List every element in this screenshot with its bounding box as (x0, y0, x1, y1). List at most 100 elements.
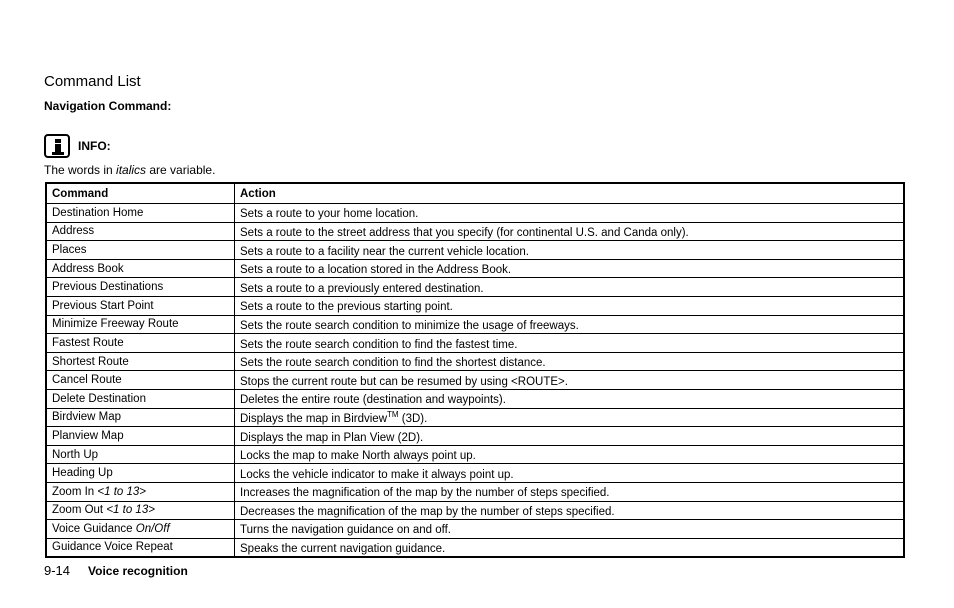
action-cell: Sets a route to the previous starting po… (234, 295, 905, 316)
action-text: Displays the map in Birdview (240, 412, 388, 425)
table-row: Delete Destination Deletes the entire rou… (45, 388, 905, 409)
command-text: Guidance Voice Repeat (52, 541, 173, 554)
action-cell: Displays the map in BirdviewTM (3D). (234, 407, 905, 428)
action-text: Increases the magnification of the map b… (240, 487, 610, 500)
action-cell: Sets a route to a location stored in the… (234, 258, 905, 279)
header-command: Command (45, 182, 235, 204)
command-cell: Heading Up (45, 463, 235, 483)
action-cell: Displays the map in Plan View (2D). (234, 426, 905, 446)
action-text: Locks the map to make North always point… (240, 449, 476, 462)
action-cell: Sets a route to your home location. (234, 203, 905, 223)
action-text: Sets the route search condition to find … (240, 338, 518, 351)
command-cell: Cancel Route (45, 370, 235, 390)
action-text: Turns the navigation guidance on and off… (240, 524, 451, 537)
command-text: Places (52, 243, 87, 256)
action-text: Sets a route to the previous starting po… (240, 301, 453, 314)
command-cell: Zoom In <1 to 13> (45, 481, 235, 502)
command-text: Address Book (52, 262, 124, 275)
action-text: Sets a route to the street address that … (240, 226, 689, 239)
command-text: Zoom Out (52, 504, 107, 517)
command-cell: Destination Home (45, 203, 235, 223)
page-number: 9-14 (44, 563, 71, 578)
action-cell: Locks the map to make North always point… (234, 444, 905, 465)
action-cell: Sets a route to the street address that … (234, 221, 905, 242)
command-cell: Minimize Freeway Route (45, 314, 235, 335)
table-row: Address Book Sets a route to a location s… (45, 258, 905, 279)
table-row: Shortest Route Sets the route search cond… (45, 351, 905, 372)
command-text: Birdview Map (52, 411, 122, 424)
action-cell: Speaks the current navigation guidance. (234, 537, 905, 558)
command-cell: Guidance Voice Repeat (45, 537, 235, 558)
action-cell: Sets the route search condition to find … (234, 351, 905, 372)
info-icon (44, 134, 70, 158)
command-text: North Up (52, 448, 99, 461)
command-cell: Voice Guidance On/Off (45, 519, 235, 539)
command-cell: North Up (45, 444, 235, 465)
command-variable: <1 to 13> (97, 485, 146, 498)
info-text-start: The words in (44, 163, 117, 177)
table-row: Birdview Map Displays the map in Birdview… (45, 407, 905, 428)
table-row: Cancel Route Stops the current route but … (45, 370, 905, 390)
table-row: Previous Start Point Sets a route to the … (45, 295, 905, 316)
action-cell: Sets the route search condition to minim… (234, 314, 905, 335)
navigation-command-heading: Navigation Command: (44, 99, 172, 113)
command-cell: Zoom Out <1 to 13> (45, 500, 235, 521)
command-cell: Planview Map (45, 426, 235, 446)
action-text-end: (3D). (398, 412, 428, 425)
header-action: Action (234, 182, 905, 204)
info-label: INFO: (78, 139, 111, 153)
action-text: Deletes the entire route (destination an… (240, 394, 506, 407)
command-variable: On/Off (135, 522, 170, 535)
action-text: Sets a route to a location stored in the… (240, 263, 512, 276)
command-text: Cancel Route (52, 374, 122, 387)
action-cell: Stops the current route but can be resum… (234, 370, 905, 390)
command-cell: Shortest Route (45, 351, 235, 372)
command-text: Previous Start Point (52, 299, 154, 312)
info-text: The words in italics are variable. (44, 163, 215, 177)
table-row: Voice Guidance On/Off Turns the navigatio… (45, 519, 905, 539)
footer-section-title: Voice recognition (88, 564, 188, 578)
command-cell: Address (45, 221, 235, 242)
command-text: Destination Home (52, 206, 144, 219)
action-cell: Locks the vehicle indicator to make it a… (234, 463, 905, 483)
command-text: Fastest Route (52, 336, 124, 349)
action-superscript: TM (387, 409, 399, 419)
command-cell: Places (45, 240, 235, 260)
action-text: Stops the current route but can be resum… (240, 375, 568, 388)
command-cell: Fastest Route (45, 333, 235, 353)
table-row: Destination Home Sets a route to your hom… (45, 203, 905, 223)
command-table: Command Action Destination Home Sets a ro… (45, 182, 905, 559)
action-cell: Deletes the entire route (destination an… (234, 388, 905, 409)
table-header-row: Command Action (45, 182, 905, 204)
action-cell: Sets a route to a previously entered des… (234, 277, 905, 297)
command-text: Planview Map (52, 429, 124, 442)
action-cell: Sets a route to a facility near the curr… (234, 240, 905, 260)
command-cell: Birdview Map (45, 407, 235, 428)
action-cell: Turns the navigation guidance on and off… (234, 519, 905, 539)
table-row: Places Sets a route to a facility near th… (45, 240, 905, 260)
action-text: Decreases the magnification of the map b… (240, 505, 615, 518)
action-cell: Increases the magnification of the map b… (234, 481, 905, 502)
action-cell: Decreases the magnification of the map b… (234, 500, 905, 521)
table-row: Fastest Route Sets the route search condi… (45, 333, 905, 353)
table-row: North Up Locks the map to make North alwa… (45, 444, 905, 465)
action-text: Sets a route to a facility near the curr… (240, 245, 529, 258)
command-cell: Previous Start Point (45, 295, 235, 316)
table-row: Previous Destinations Sets a route to a p… (45, 277, 905, 297)
action-text: Sets a route to a previously entered des… (240, 282, 484, 295)
command-text: Voice Guidance (52, 522, 136, 535)
command-text: Zoom In (52, 485, 98, 498)
info-text-end: are variable. (146, 163, 216, 177)
table-row: Zoom Out <1 to 13> Decreases the magnific… (45, 500, 905, 521)
command-text: Address (52, 225, 95, 238)
command-text: Shortest Route (52, 355, 129, 368)
action-text: Displays the map in Plan View (2D). (240, 431, 424, 444)
table-row: Heading Up Locks the vehicle indicator to… (45, 463, 905, 483)
command-text: Heading Up (52, 467, 113, 480)
section-title: Command List (44, 73, 141, 90)
info-text-italic: italics (116, 163, 147, 177)
command-cell: Previous Destinations (45, 277, 235, 297)
command-text: Previous Destinations (52, 281, 164, 294)
command-text: Minimize Freeway Route (52, 318, 179, 331)
action-text: Sets the route search condition to find … (240, 356, 546, 369)
